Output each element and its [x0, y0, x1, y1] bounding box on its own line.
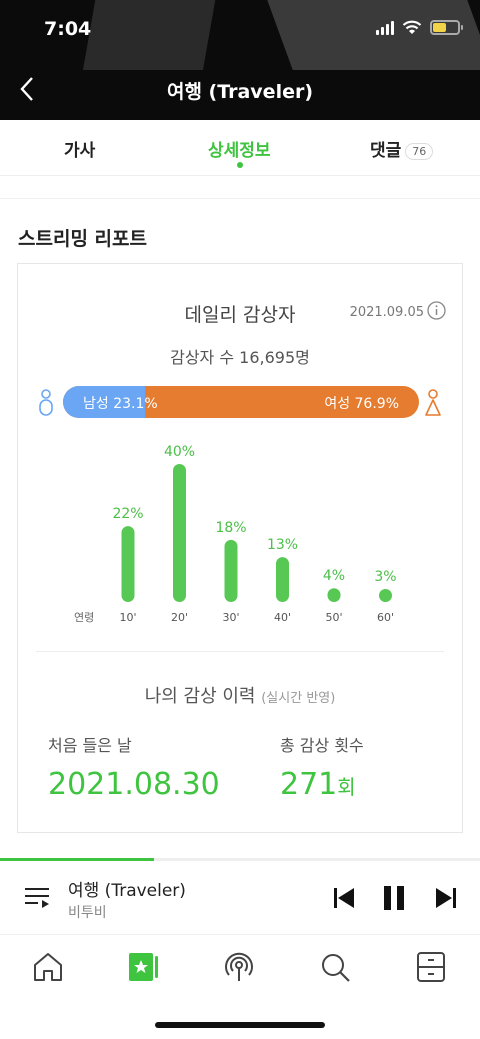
tab-comments[interactable]: 댓글 76 — [370, 136, 434, 161]
tab-bar: 가사 상세정보 댓글 76 — [0, 120, 480, 176]
male-ratio-label: 남성 23.1% — [83, 396, 158, 412]
back-button[interactable] — [14, 74, 44, 104]
battery-icon — [430, 20, 463, 35]
song-title: 여행 (Traveler) — [68, 881, 186, 901]
home-icon[interactable] — [31, 950, 65, 984]
female-ratio-label: 여성 76.9% — [324, 396, 399, 412]
age-category-label: 40' — [274, 611, 291, 624]
streaming-report-card: 데일리 감상자 2021.09.05 감상자 수 16,695명 남성 23.1… — [17, 263, 463, 833]
skip-previous-icon[interactable] — [330, 883, 358, 913]
active-tab-indicator — [237, 162, 243, 168]
comment-count-badge: 76 — [405, 142, 434, 160]
age-bar-value-label: 3% — [374, 569, 396, 585]
listening-history-title: 나의 감상 이력 (실시간 반영) — [144, 686, 336, 707]
mini-player[interactable]: 여행 (Traveler) 비투비 — [0, 861, 480, 935]
report-date: 2021.09.05 — [349, 305, 424, 320]
status-time: 7:04 — [44, 18, 92, 40]
bottom-navigation — [0, 936, 480, 1039]
storage-icon[interactable] — [414, 950, 448, 984]
age-bar — [224, 539, 238, 602]
section-title: 스트리밍 리포트 — [18, 228, 147, 250]
info-icon[interactable] — [427, 301, 446, 320]
age-category-label: 10' — [119, 611, 136, 624]
age-bar-value-label: 22% — [112, 506, 143, 522]
male-ratio-fill — [63, 386, 146, 418]
nav-bar: 여행 (Traveler) — [0, 66, 480, 114]
divider — [0, 198, 480, 199]
podcast-icon[interactable] — [222, 950, 256, 984]
playlist-icon[interactable] — [24, 885, 50, 911]
male-person-icon — [39, 389, 53, 416]
age-bar-value-label: 4% — [323, 568, 345, 584]
female-person-icon — [425, 389, 441, 416]
age-bar — [379, 589, 392, 602]
total-plays-label: 총 감상 횟수 — [280, 736, 364, 755]
age-distribution-chart: 22% 10' 40% 20' 18% 30' 13% 40' 4% 50' 3% 60' — [112, 444, 396, 624]
music-library-icon[interactable] — [126, 950, 160, 984]
age-category-label: 20' — [171, 611, 188, 624]
listener-count: 감상자 수 16,695명 — [170, 348, 310, 367]
page-title: 여행 (Traveler) — [166, 81, 314, 103]
age-bar-value-label: 40% — [164, 444, 195, 460]
first-listen-date: 2021.08.30 — [48, 767, 220, 802]
age-category-label: 30' — [222, 611, 239, 624]
age-bar — [327, 588, 341, 602]
song-artist: 비투비 — [68, 905, 107, 921]
daily-listeners-title: 데일리 감상자 — [184, 304, 296, 326]
age-axis-label: 연령 — [74, 611, 95, 624]
gender-ratio-bar: 남성 23.1% 여성 76.9% — [63, 386, 419, 418]
pause-icon[interactable] — [380, 883, 408, 913]
status-bar: 7:04 — [0, 0, 480, 60]
tab-details[interactable]: 상세정보 — [208, 141, 271, 161]
age-bar-value-label: 13% — [267, 537, 298, 553]
age-category-label: 50' — [325, 611, 342, 624]
age-category-label: 60' — [377, 611, 394, 624]
skip-next-icon[interactable] — [432, 883, 460, 913]
first-listen-label: 처음 들은 날 — [48, 736, 132, 755]
age-bar-value-label: 18% — [215, 520, 246, 536]
age-bar — [121, 526, 135, 602]
tab-lyrics[interactable]: 가사 — [64, 141, 96, 161]
signal-icon — [376, 20, 394, 35]
header: 7:04 여행 (Traveler) — [0, 0, 480, 120]
wifi-icon — [402, 20, 422, 34]
total-plays-count: 271회 — [280, 767, 356, 802]
search-icon[interactable] — [318, 950, 352, 984]
age-bar — [276, 557, 289, 602]
age-bar — [173, 464, 186, 602]
playback-progress[interactable] — [0, 858, 480, 861]
divider — [36, 651, 444, 652]
home-indicator[interactable] — [155, 1022, 325, 1028]
